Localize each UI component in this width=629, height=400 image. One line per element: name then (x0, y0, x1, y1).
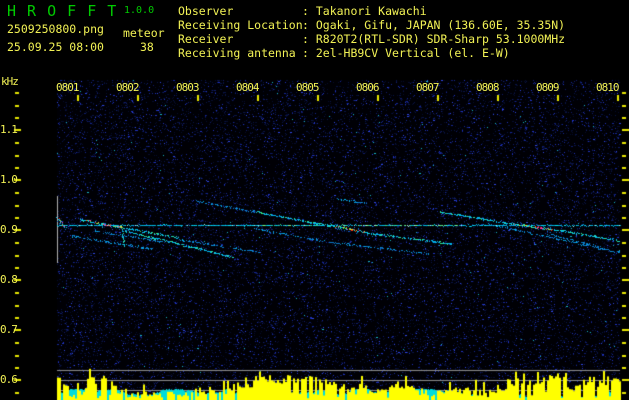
info-row-receiving-location: Receiving Location: Ogaki, Gifu, JAPAN (… (178, 18, 565, 32)
mode-label: meteor (123, 26, 165, 40)
time-label-0809: 0809 (536, 81, 559, 94)
info-label: Receiving Location (178, 18, 303, 32)
info-value: : Ogaki, Gifu, JAPAN (136.60E, 35.35N) (302, 18, 566, 32)
info-value: : 2el-HB9CV Vertical (el. E-W) (302, 46, 510, 60)
time-label-0810: 0810 (596, 81, 619, 94)
info-value: : R820T2(RTL-SDR) SDR-Sharp 53.1000MHz (302, 32, 566, 46)
freq-axis-unit: kHz (1, 75, 19, 88)
info-label: Receiving antenna (178, 46, 296, 60)
freq-label-1.0: 1.0 (0, 173, 18, 186)
info-row-observer: Observer : Takanori Kawachi (178, 4, 565, 18)
time-label-0802: 0802 (116, 81, 139, 94)
time-label-0807: 0807 (416, 81, 439, 94)
freq-label-0.8: 0.8 (0, 273, 18, 286)
freq-label-0.6: 0.6 (0, 373, 18, 386)
time-label-0805: 0805 (296, 81, 319, 94)
output-filename: 2509250800.png (7, 22, 104, 36)
echo-count: 38 (140, 40, 154, 54)
app-version: 1.0.0 (124, 5, 155, 16)
freq-label-1.1: 1.1 (0, 123, 18, 136)
app-title: H R O F F T (7, 2, 118, 20)
freq-label-0.7: 0.7 (0, 323, 18, 336)
time-label-0803: 0803 (176, 81, 199, 94)
time-label-0806: 0806 (356, 81, 379, 94)
datetime-label: 25.09.25 08:00 (7, 40, 104, 54)
time-label-0801: 0801 (56, 81, 79, 94)
freq-label-0.9: 0.9 (0, 223, 18, 236)
info-row-receiver: Receiver : R820T2(RTL-SDR) SDR-Sharp 53.1… (178, 32, 565, 46)
info-label: Observer (178, 4, 234, 18)
info-label: Receiver (178, 32, 234, 46)
station-info: Observer : Takanori Kawachi Receiving Loca… (178, 4, 565, 60)
time-label-0804: 0804 (236, 81, 259, 94)
info-value: : Takanori Kawachi (302, 4, 427, 18)
info-row-receiving-antenna: Receiving antenna : 2el-HB9CV Vertical (e… (178, 46, 565, 60)
time-label-0808: 0808 (476, 81, 499, 94)
